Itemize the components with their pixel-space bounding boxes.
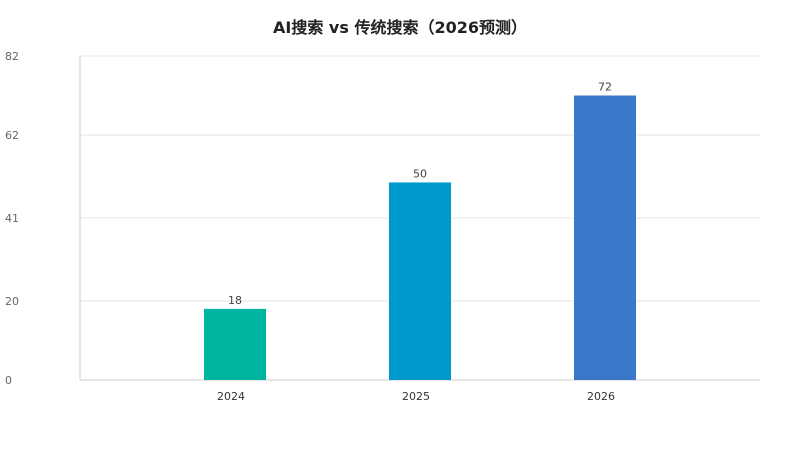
y-tick-label: 20: [5, 295, 19, 308]
bar-2025: [389, 182, 451, 380]
x-tick-label-2025: 2025: [402, 390, 430, 403]
y-tick-label: 82: [5, 50, 19, 63]
x-tick-labels: 2024 2025 2026: [217, 390, 615, 403]
y-tick-labels: 0 20 41 62 82: [5, 50, 19, 387]
data-label-2025: 50: [413, 167, 427, 180]
y-tick-label: 0: [5, 374, 12, 387]
x-tick-label-2026: 2026: [587, 390, 615, 403]
x-tick-label-2024: 2024: [217, 390, 245, 403]
bars: 18 50 72: [204, 81, 636, 380]
bar-2026: [574, 95, 636, 380]
y-tick-label: 41: [5, 212, 19, 225]
bar-2024: [204, 308, 266, 380]
chart-title: AI搜索 vs 传统搜索（2026预测）: [273, 18, 527, 37]
data-label-2024: 18: [228, 294, 242, 307]
y-tick-label: 62: [5, 129, 19, 142]
data-label-2026: 72: [598, 81, 612, 94]
